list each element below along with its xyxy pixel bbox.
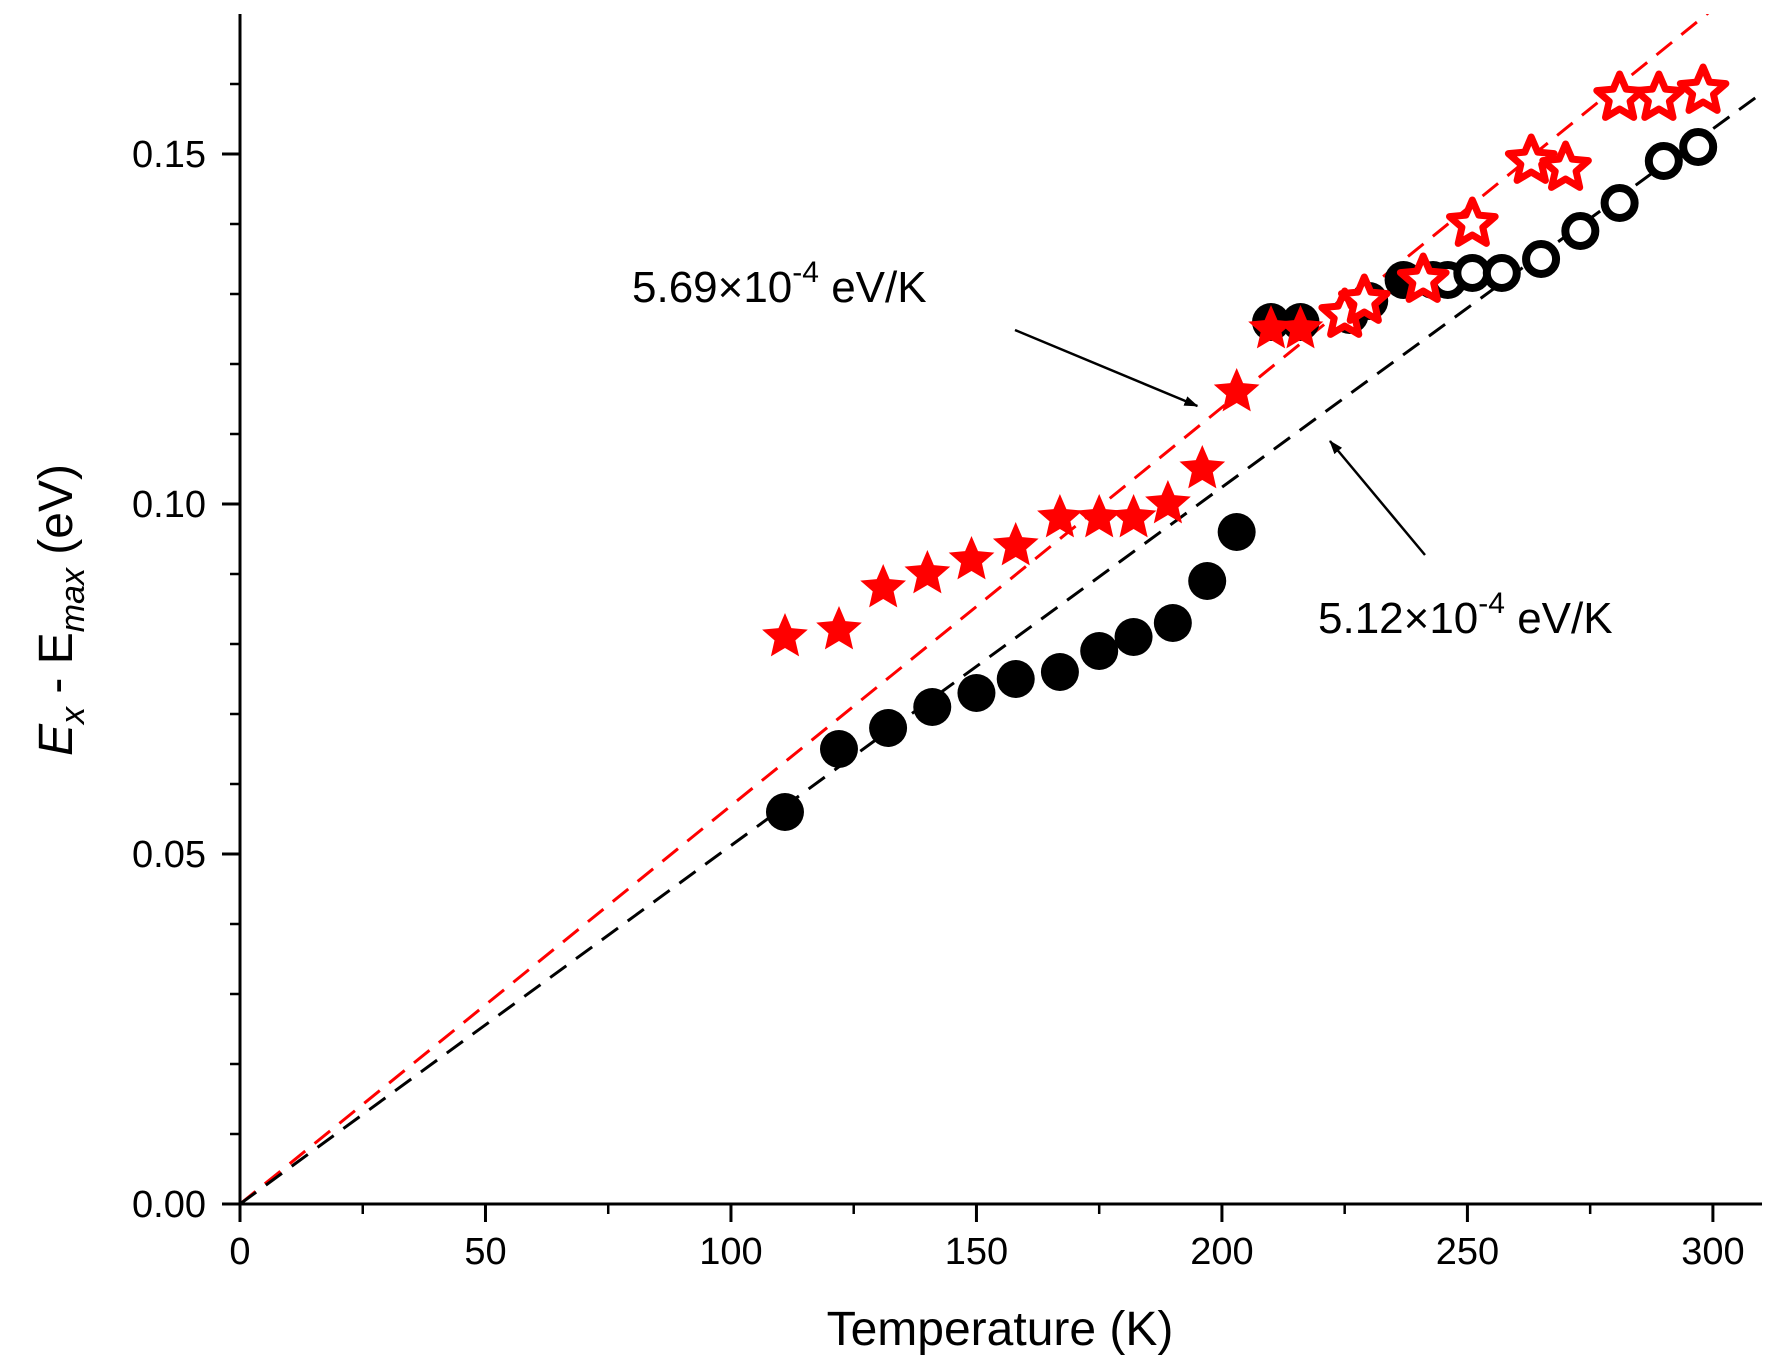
data-point — [948, 536, 995, 580]
data-point — [860, 564, 906, 608]
data-point — [1338, 273, 1391, 324]
data-point — [996, 660, 1035, 698]
x-tick-label: 50 — [464, 1231, 506, 1273]
red-slope-label: 5.69×10-4 eV/K — [632, 256, 927, 312]
data-point — [1539, 140, 1592, 191]
data-point — [1145, 480, 1191, 524]
data-point — [957, 674, 996, 712]
x-tick-label: 300 — [1681, 1231, 1744, 1273]
black-slope-arrow — [1328, 440, 1426, 556]
data-point — [913, 688, 952, 726]
red-filled-stars-series — [762, 305, 1324, 657]
red-slope-arrow — [1014, 328, 1199, 408]
data-point — [904, 550, 951, 594]
data-point — [1679, 128, 1718, 166]
x-tick-label: 0 — [229, 1231, 250, 1273]
data-point — [1080, 632, 1119, 670]
data-point — [1076, 494, 1122, 538]
data-point — [1037, 494, 1083, 538]
red-open-stars-series — [1318, 63, 1730, 338]
data-point — [765, 793, 804, 831]
data-point — [1632, 70, 1686, 121]
data-point — [1396, 252, 1450, 303]
x-tick-label: 250 — [1436, 1231, 1499, 1273]
y-tick-label: 0.10 — [132, 484, 206, 526]
data-point — [1153, 604, 1192, 642]
black-slope-label: 5.12×10-4 eV/K — [1318, 587, 1613, 643]
data-point — [1277, 305, 1324, 349]
data-point — [762, 613, 808, 657]
x-tick-label: 100 — [699, 1231, 762, 1273]
data-point — [1600, 184, 1639, 222]
data-point — [1248, 305, 1294, 349]
y-axis-title: Ex - Emax (eV) — [30, 464, 92, 756]
red-fit-line — [240, 14, 1710, 1204]
data-point — [1217, 513, 1256, 551]
data-point — [1644, 142, 1683, 180]
data-point — [1676, 63, 1730, 114]
x-tick-label: 150 — [945, 1231, 1008, 1273]
data-point — [1504, 133, 1558, 184]
data-point — [1482, 254, 1521, 292]
x-tick-label: 200 — [1190, 1231, 1253, 1273]
y-tick-label: 0.15 — [132, 134, 206, 176]
data-point — [819, 730, 858, 768]
data-point — [1561, 212, 1600, 250]
data-point — [1188, 562, 1227, 600]
y-tick-label: 0.00 — [132, 1184, 206, 1226]
data-point — [1114, 618, 1153, 656]
data-point — [816, 606, 862, 650]
data-point — [1179, 445, 1226, 489]
y-tick-label: 0.05 — [132, 834, 206, 876]
data-point — [1213, 368, 1260, 412]
data-point — [1040, 653, 1079, 691]
data-point — [1110, 494, 1157, 538]
data-point — [992, 522, 1039, 566]
data-point — [869, 709, 908, 747]
data-point — [1522, 240, 1561, 278]
data-point — [1446, 196, 1499, 247]
x-axis-title: Temperature (K) — [827, 1303, 1174, 1356]
data-point — [1593, 70, 1646, 121]
